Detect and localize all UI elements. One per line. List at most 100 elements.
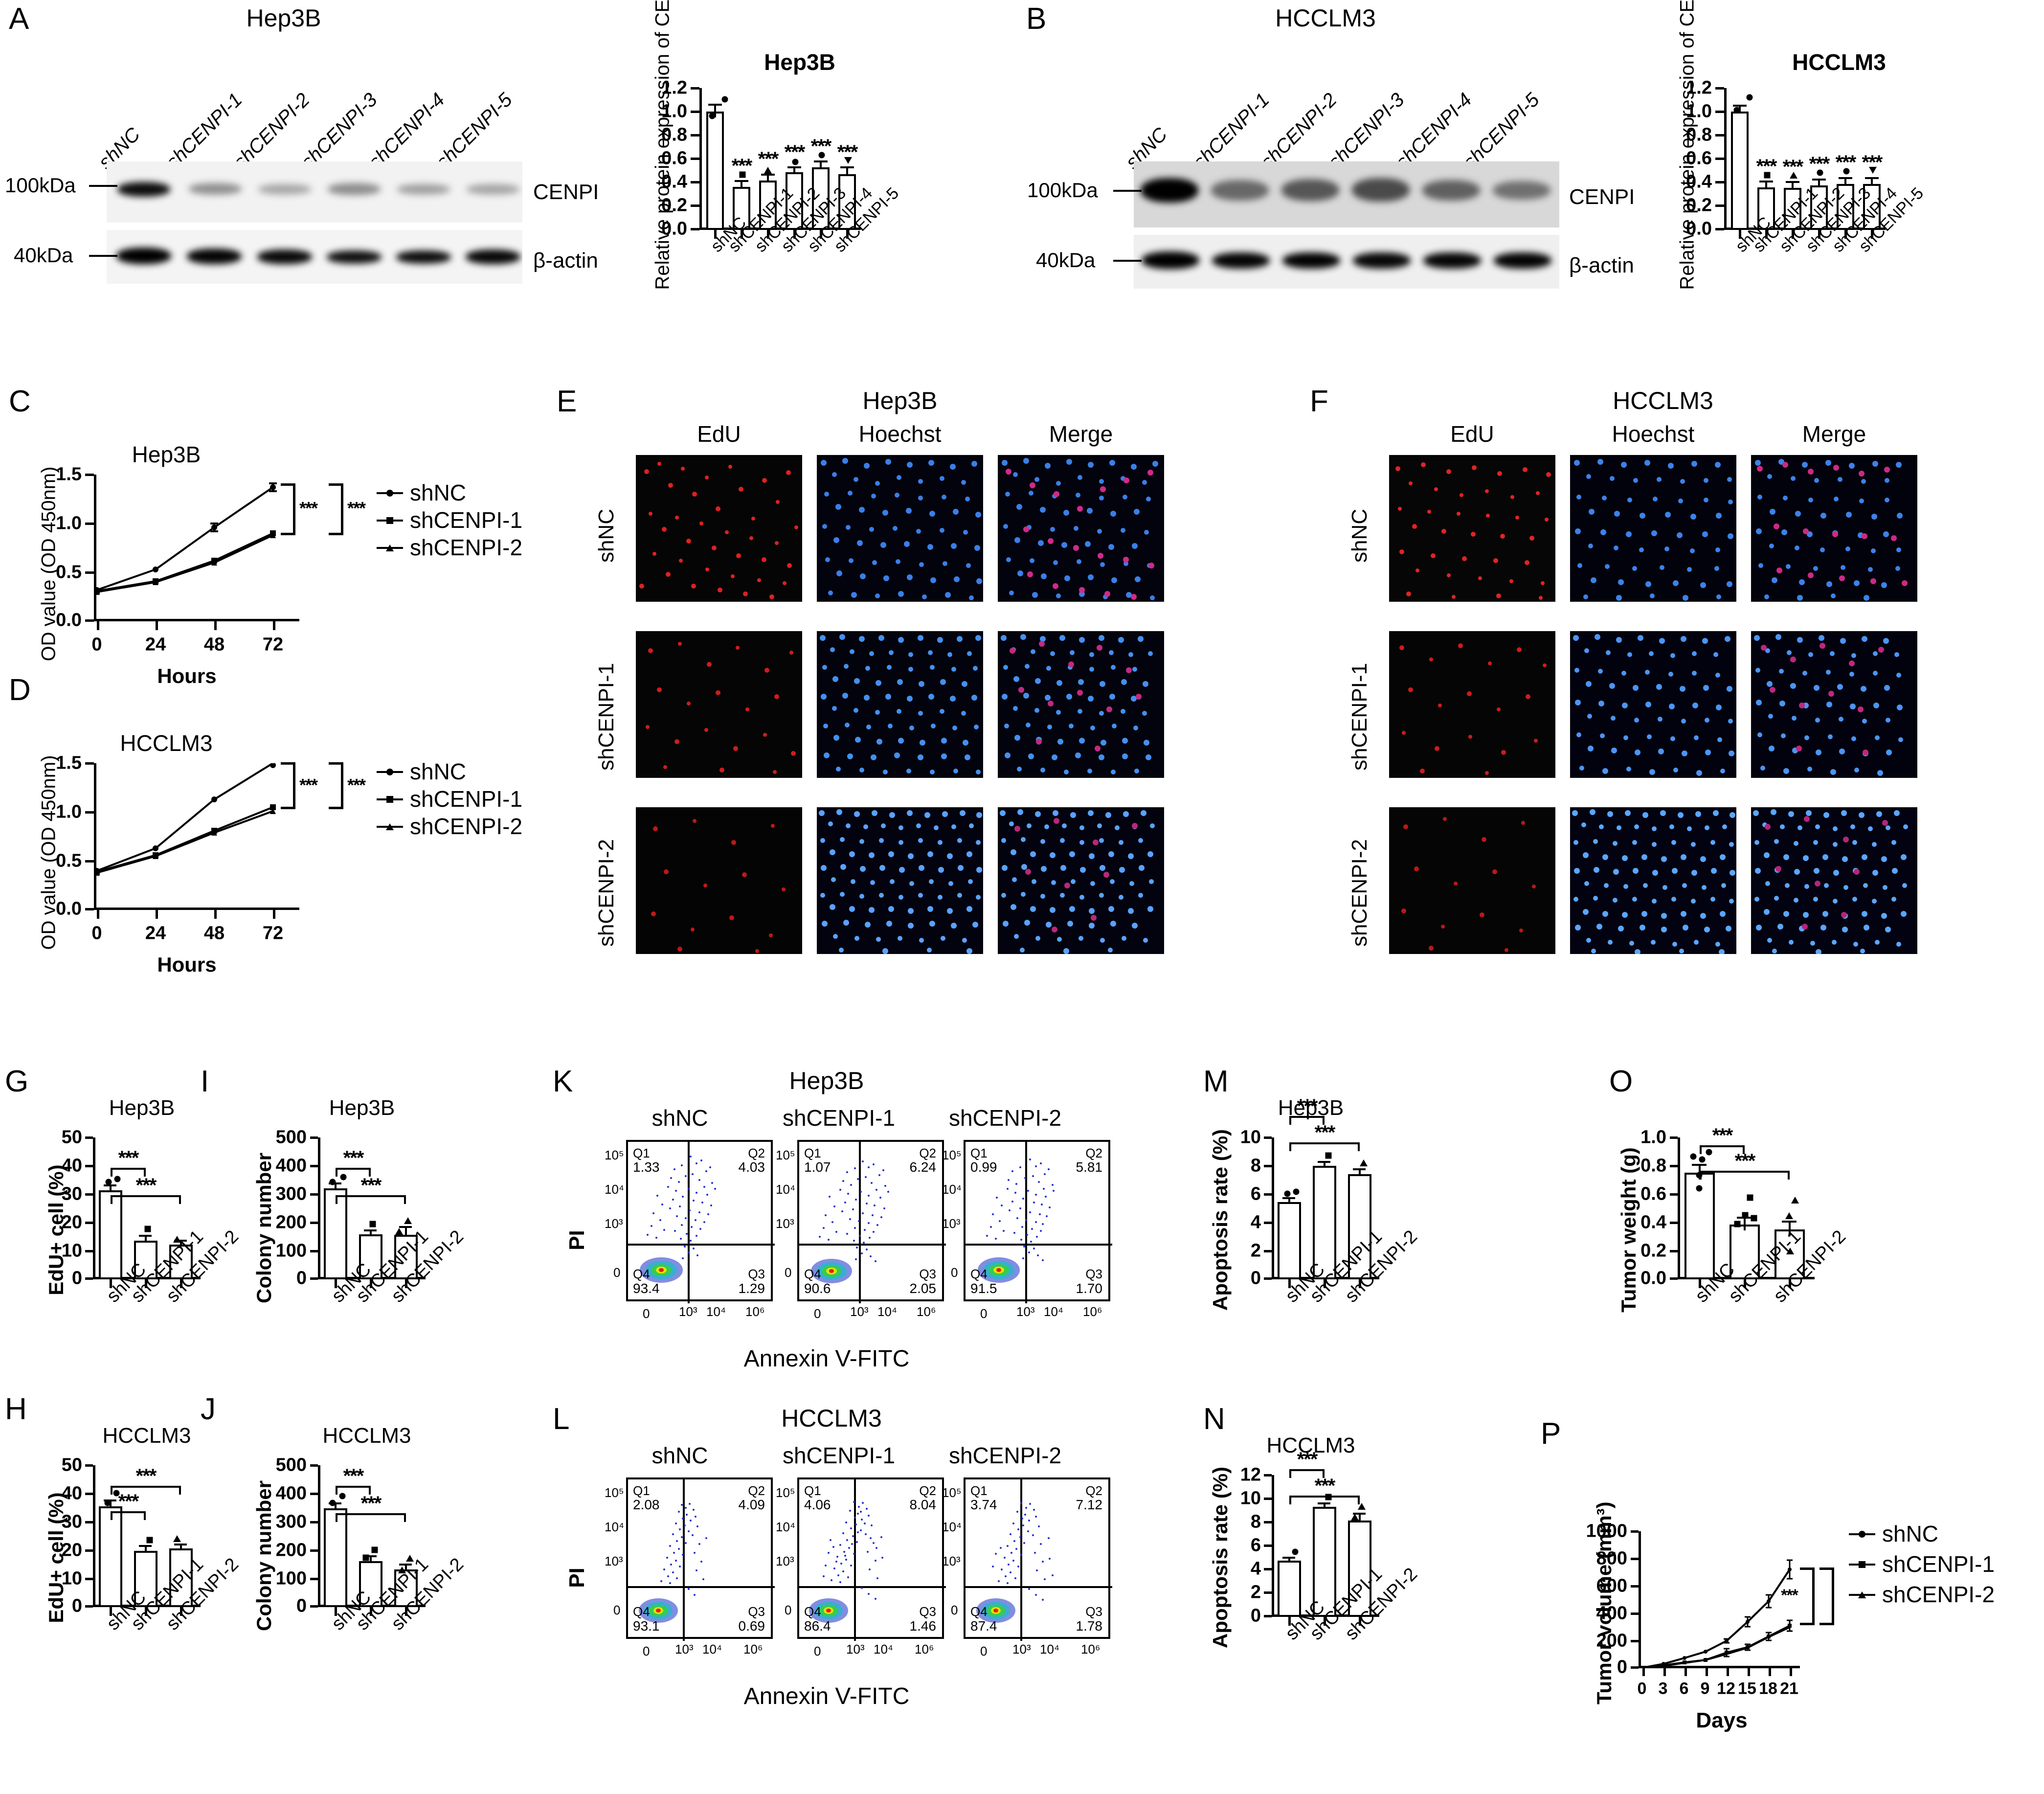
chart-title: Hep3B <box>764 49 835 75</box>
legend-label: shNC <box>410 759 467 784</box>
chart-title: HCCLM3 <box>322 1424 411 1448</box>
y-tick-label: 10⁴ <box>942 1520 962 1534</box>
y-tick-label: 0.2 <box>661 195 687 216</box>
y-tick-label: 0.5 <box>56 850 82 871</box>
panel-m-letter: M <box>1203 1065 1229 1098</box>
significance-bracket <box>1289 1469 1325 1478</box>
flow-plot-label: shCENPI-1 <box>782 1105 896 1131</box>
bar <box>1278 1561 1301 1617</box>
x-tick-label: 10³ <box>679 1304 697 1319</box>
significance-bracket <box>111 1168 146 1177</box>
bar <box>1863 184 1881 230</box>
panel-e-title: Hep3B <box>862 387 938 414</box>
quadrant-value: 4.09 <box>738 1497 765 1512</box>
panel-p: P Tumor volume (mm³) 1000 800 600 400 20… <box>1516 1404 2044 1776</box>
significance-bracket <box>1289 1496 1360 1504</box>
y-tick-label: 10⁴ <box>605 1520 625 1534</box>
y-tick-label: 50 <box>61 1127 82 1148</box>
panel-f-letter: F <box>1310 385 1328 418</box>
quadrant-name: Q1 <box>633 1146 650 1160</box>
flow-plot: Q1 4.06 Q2 8.04 Q4 86.4 Q3 1.46 10⁵ 10⁴ … <box>776 1477 946 1658</box>
x-tick-label: 0 <box>814 1306 821 1321</box>
y-tick-label: 10⁵ <box>605 1485 624 1500</box>
column-header: EdU <box>1450 421 1494 447</box>
panel-a-title: Hep3B <box>246 4 321 32</box>
panel-d-letter: D <box>9 673 31 707</box>
quadrant-value: 2.05 <box>909 1281 937 1296</box>
x-tick-label: 24 <box>145 923 166 944</box>
x-tick-label: 0 <box>980 1644 988 1658</box>
bar <box>1348 1521 1371 1617</box>
blot-protein-label: β-actin <box>533 249 598 273</box>
y-tick-label: 0.0 <box>661 218 687 239</box>
flow-plot-label: shCENPI-2 <box>948 1105 1062 1131</box>
panel-b-chart: HCCLM3 Relative protein expression of CE… <box>1639 0 1928 372</box>
significance-bracket <box>1700 1145 1745 1154</box>
micrograph-edu <box>636 807 802 954</box>
y-axis-label: PI <box>565 1230 589 1250</box>
y-tick-label: 0.6 <box>1686 148 1712 169</box>
panel-p-letter: P <box>1541 1417 1561 1451</box>
x-axis-label: Annexin V-FITC <box>743 1683 910 1709</box>
bar <box>1731 112 1749 230</box>
x-tick-label: 0 <box>91 634 102 655</box>
micrograph-edu <box>1389 807 1555 954</box>
x-tick-label: 0 <box>643 1306 650 1321</box>
y-tick-label: 10⁵ <box>942 1485 962 1500</box>
y-tick-label: 10⁴ <box>605 1182 625 1197</box>
y-tick-label: 1.0 <box>1640 1127 1666 1148</box>
panel-o: O Tumor weight (g) 1.0 0.8 0.6 0.4 0.2 0… <box>1555 1067 1868 1399</box>
quadrant-name: Q2 <box>1085 1483 1102 1498</box>
y-tick-label: 600 <box>1596 1575 1627 1596</box>
panel-p-legend: shNC shCENPI-1 shCENPI-2 <box>1849 1521 2044 1612</box>
flow-plot: Q1 1.07 Q2 6.24 Q4 90.6 Q3 2.05 10⁵ 10⁴ … <box>776 1140 946 1321</box>
y-tick-label: 10⁵ <box>776 1485 795 1500</box>
western-blot-actin <box>107 230 522 284</box>
significance-stars: *** <box>1712 1125 1733 1146</box>
y-axis <box>1272 1475 1274 1617</box>
bar <box>1348 1174 1371 1279</box>
bar <box>324 1508 347 1607</box>
significance-stars: *** <box>343 1147 364 1169</box>
y-tick-label: 10⁵ <box>605 1148 624 1162</box>
panel-i-letter: I <box>201 1065 209 1098</box>
y-tick-label: 0 <box>951 1603 958 1617</box>
y-axis <box>1639 1531 1641 1668</box>
quadrant-name: Q4 <box>804 1604 821 1619</box>
y-tick-label: 8 <box>1250 1155 1261 1176</box>
legend-item: shNC <box>1849 1521 2044 1551</box>
significance-stars: *** <box>1782 156 1804 178</box>
quadrant-value: 3.74 <box>970 1497 997 1512</box>
y-tick-label: 1.0 <box>661 101 687 122</box>
significance-stars: *** <box>299 775 318 795</box>
y-tick-label: 6 <box>1250 1183 1261 1204</box>
panel-f: F HCCLM3 EdU Hoechst Merge shNC shCENPI-… <box>1306 386 2010 1032</box>
growth-curve-lines <box>94 482 277 595</box>
legend-item: shCENPI-1 <box>1849 1551 2044 1581</box>
x-tick-label: 24 <box>145 634 166 655</box>
quadrant-name: Q1 <box>804 1483 821 1498</box>
significance-stars: *** <box>360 1175 382 1196</box>
y-axis-label: PI <box>565 1567 589 1588</box>
significance-stars: *** <box>135 1175 157 1196</box>
panel-c-legend: shNC shCENPI-1 shCENPI-2 <box>377 479 543 562</box>
row-label: shCENPI-2 <box>1348 839 1371 947</box>
y-tick-label: 0.8 <box>1640 1155 1666 1176</box>
micrograph-hoechst <box>817 807 983 954</box>
chart-title: HCCLM3 <box>1266 1433 1355 1457</box>
panel-g: G Hep3B EdU+ cell (%) 50 40 30 20 10 0 <box>0 1067 243 1385</box>
blot-marker-label: 100kDa <box>5 174 76 197</box>
chart-title: HCCLM3 <box>102 1424 191 1448</box>
bar <box>733 187 750 230</box>
western-blot-cenpi <box>1134 161 1559 227</box>
panel-m: M Hep3B Apoptosis rate (%) 10 8 6 4 2 0 <box>1115 1065 1421 1399</box>
quadrant-value: 6.24 <box>909 1159 937 1175</box>
x-tick-label: 15 <box>1738 1679 1756 1698</box>
quadrant-name: Q2 <box>1085 1146 1102 1160</box>
significance-stars: *** <box>360 1493 382 1514</box>
bar <box>134 1551 157 1607</box>
significance-stars: *** <box>837 141 858 163</box>
y-tick-label: 1.2 <box>661 77 687 98</box>
y-tick-label: 10³ <box>776 1216 794 1231</box>
panel-i: I Hep3B Colony number 500 400 300 200 10… <box>196 1065 468 1385</box>
